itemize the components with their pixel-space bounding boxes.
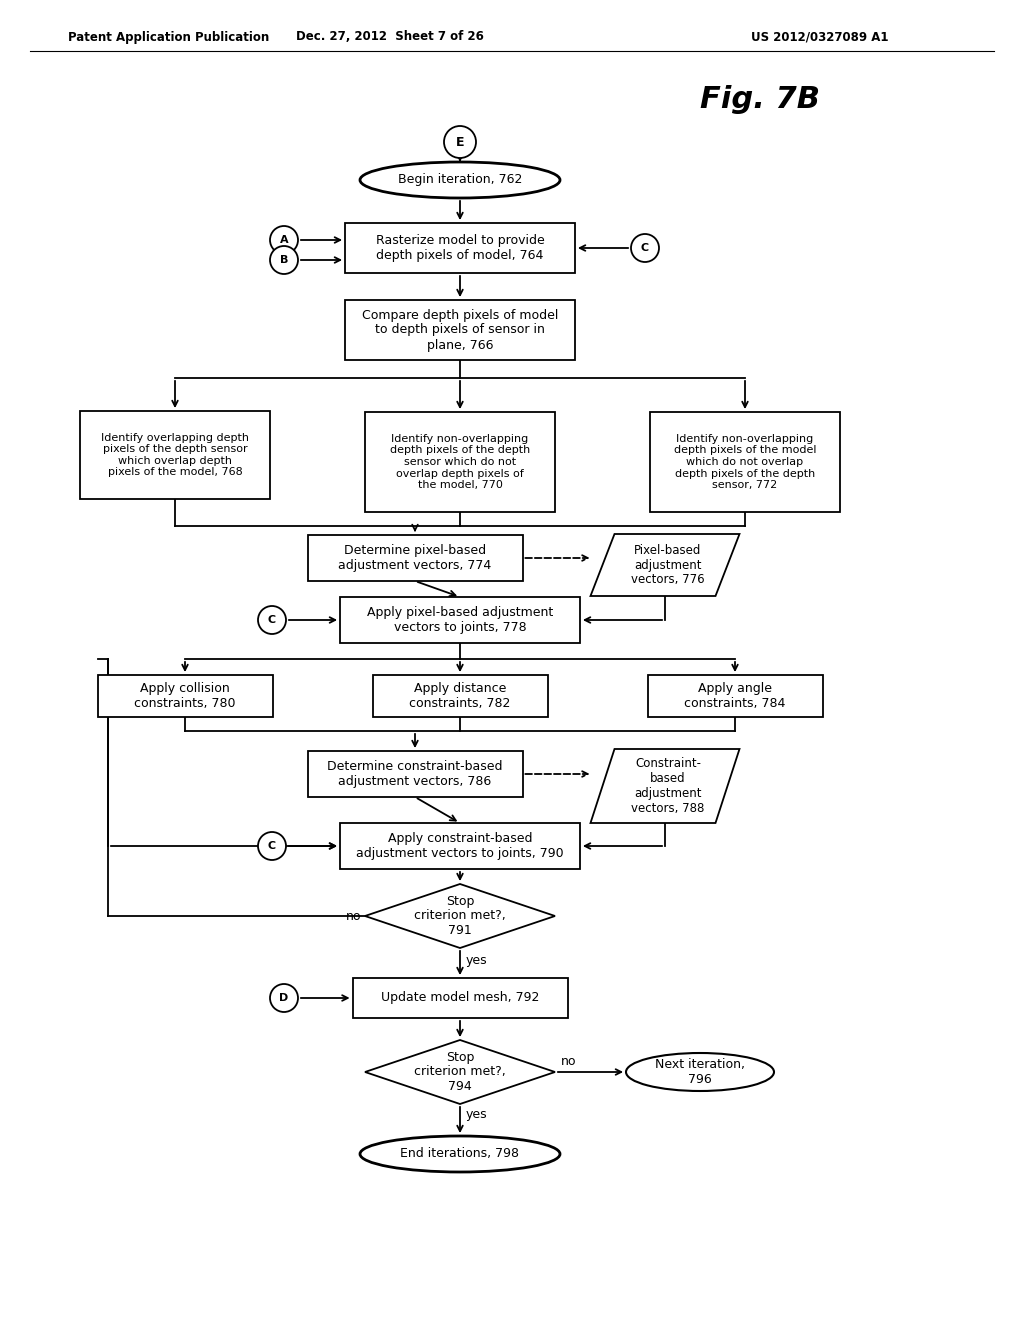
Text: US 2012/0327089 A1: US 2012/0327089 A1 [752, 30, 889, 44]
FancyBboxPatch shape [80, 411, 270, 499]
Text: Stop
criterion met?,
794: Stop criterion met?, 794 [414, 1051, 506, 1093]
FancyBboxPatch shape [345, 300, 575, 360]
Text: C: C [268, 841, 276, 851]
Text: Identify non-overlapping
depth pixels of the model
which do not overlap
depth pi: Identify non-overlapping depth pixels of… [674, 434, 816, 490]
FancyBboxPatch shape [307, 535, 522, 581]
Text: Dec. 27, 2012  Sheet 7 of 26: Dec. 27, 2012 Sheet 7 of 26 [296, 30, 484, 44]
Text: A: A [280, 235, 289, 246]
Text: Patent Application Publication: Patent Application Publication [68, 30, 269, 44]
FancyBboxPatch shape [647, 675, 822, 717]
Circle shape [270, 226, 298, 253]
Text: Next iteration,
796: Next iteration, 796 [655, 1059, 745, 1086]
Text: End iterations, 798: End iterations, 798 [400, 1147, 519, 1160]
Text: Pixel-based
adjustment
vectors, 776: Pixel-based adjustment vectors, 776 [631, 544, 705, 586]
Text: C: C [268, 615, 276, 624]
FancyBboxPatch shape [345, 223, 575, 273]
Text: Identify overlapping depth
pixels of the depth sensor
which overlap depth
pixels: Identify overlapping depth pixels of the… [101, 433, 249, 478]
Text: Begin iteration, 762: Begin iteration, 762 [397, 173, 522, 186]
Text: Apply collision
constraints, 780: Apply collision constraints, 780 [134, 682, 236, 710]
FancyBboxPatch shape [340, 597, 580, 643]
Circle shape [631, 234, 659, 261]
Text: B: B [280, 255, 288, 265]
FancyBboxPatch shape [97, 675, 272, 717]
FancyBboxPatch shape [352, 978, 567, 1018]
Text: Determine pixel-based
adjustment vectors, 774: Determine pixel-based adjustment vectors… [338, 544, 492, 572]
Text: Stop
criterion met?,
791: Stop criterion met?, 791 [414, 895, 506, 937]
Polygon shape [365, 1040, 555, 1104]
Circle shape [258, 832, 286, 861]
Polygon shape [591, 535, 739, 597]
FancyBboxPatch shape [373, 675, 548, 717]
Text: Update model mesh, 792: Update model mesh, 792 [381, 991, 540, 1005]
Text: D: D [280, 993, 289, 1003]
Polygon shape [365, 884, 555, 948]
Circle shape [270, 983, 298, 1012]
Text: Apply pixel-based adjustment
vectors to joints, 778: Apply pixel-based adjustment vectors to … [367, 606, 553, 634]
Text: Compare depth pixels of model
to depth pixels of sensor in
plane, 766: Compare depth pixels of model to depth p… [361, 309, 558, 351]
Text: Constraint-
based
adjustment
vectors, 788: Constraint- based adjustment vectors, 78… [632, 756, 705, 814]
Ellipse shape [626, 1053, 774, 1092]
Text: yes: yes [466, 1107, 487, 1121]
Text: Apply distance
constraints, 782: Apply distance constraints, 782 [410, 682, 511, 710]
Text: no: no [345, 909, 361, 923]
Circle shape [444, 125, 476, 158]
Ellipse shape [360, 1137, 560, 1172]
FancyBboxPatch shape [340, 822, 580, 869]
Polygon shape [591, 748, 739, 822]
Text: Fig. 7B: Fig. 7B [700, 86, 820, 115]
Text: Identify non-overlapping
depth pixels of the depth
sensor which do not
overlap d: Identify non-overlapping depth pixels of… [390, 434, 530, 490]
FancyBboxPatch shape [365, 412, 555, 512]
Text: Determine constraint-based
adjustment vectors, 786: Determine constraint-based adjustment ve… [328, 760, 503, 788]
Text: C: C [641, 243, 649, 253]
Ellipse shape [360, 162, 560, 198]
Text: E: E [456, 136, 464, 149]
FancyBboxPatch shape [650, 412, 840, 512]
Text: Rasterize model to provide
depth pixels of model, 764: Rasterize model to provide depth pixels … [376, 234, 545, 261]
Text: no: no [561, 1055, 577, 1068]
Circle shape [270, 246, 298, 275]
FancyBboxPatch shape [307, 751, 522, 797]
Text: Apply constraint-based
adjustment vectors to joints, 790: Apply constraint-based adjustment vector… [356, 832, 564, 861]
Text: Apply angle
constraints, 784: Apply angle constraints, 784 [684, 682, 785, 710]
Circle shape [258, 606, 286, 634]
Text: yes: yes [466, 954, 487, 968]
